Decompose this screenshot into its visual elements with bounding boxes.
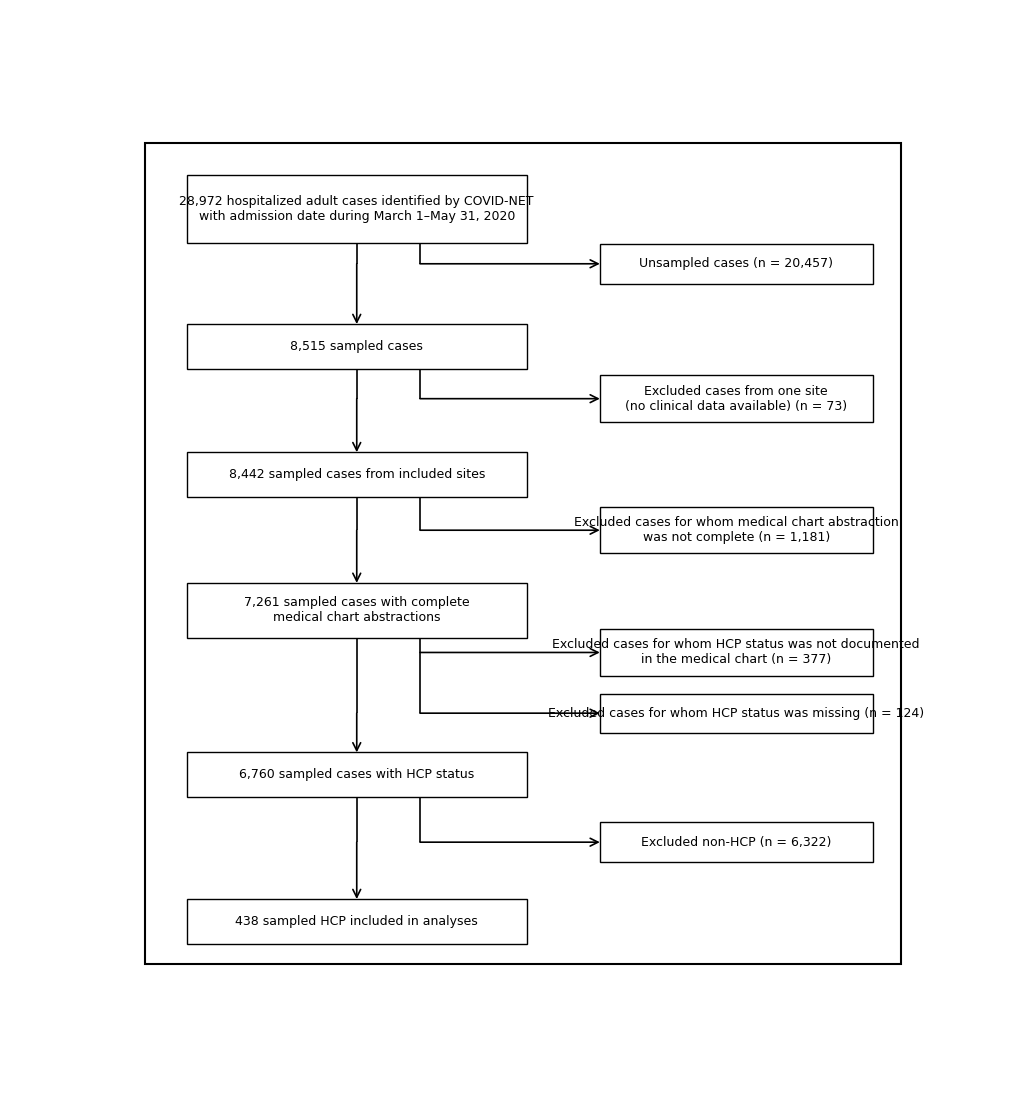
Text: 8,515 sampled cases: 8,515 sampled cases xyxy=(290,339,423,353)
Text: 7,261 sampled cases with complete
medical chart abstractions: 7,261 sampled cases with complete medica… xyxy=(244,597,469,624)
Bar xyxy=(186,452,526,497)
Text: Unsampled cases (n = 20,457): Unsampled cases (n = 20,457) xyxy=(639,257,833,270)
Bar xyxy=(186,752,526,797)
Text: 6,760 sampled cases with HCP status: 6,760 sampled cases with HCP status xyxy=(238,769,474,781)
Bar xyxy=(599,694,871,733)
Bar xyxy=(186,899,526,944)
Bar xyxy=(186,583,526,637)
Text: 438 sampled HCP included in analyses: 438 sampled HCP included in analyses xyxy=(235,915,478,927)
Bar xyxy=(599,243,871,284)
Bar xyxy=(186,324,526,369)
Bar xyxy=(599,822,871,863)
Bar xyxy=(599,630,871,676)
Text: 8,442 sampled cases from included sites: 8,442 sampled cases from included sites xyxy=(228,468,484,481)
Text: Excluded non-HCP (n = 6,322): Excluded non-HCP (n = 6,322) xyxy=(640,835,830,849)
Bar xyxy=(599,507,871,553)
Text: Excluded cases from one site
(no clinical data available) (n = 73): Excluded cases from one site (no clinica… xyxy=(625,384,847,413)
Text: Excluded cases for whom HCP status was not documented
in the medical chart (n = : Excluded cases for whom HCP status was n… xyxy=(552,638,919,667)
Bar xyxy=(186,175,526,243)
Text: 28,972 hospitalized adult cases identified by COVID-NET
with admission date duri: 28,972 hospitalized adult cases identifi… xyxy=(179,195,534,223)
Text: Excluded cases for whom HCP status was missing (n = 124): Excluded cases for whom HCP status was m… xyxy=(547,706,923,719)
Bar xyxy=(599,376,871,422)
Text: Excluded cases for whom medical chart abstraction
was not complete (n = 1,181): Excluded cases for whom medical chart ab… xyxy=(574,516,898,544)
